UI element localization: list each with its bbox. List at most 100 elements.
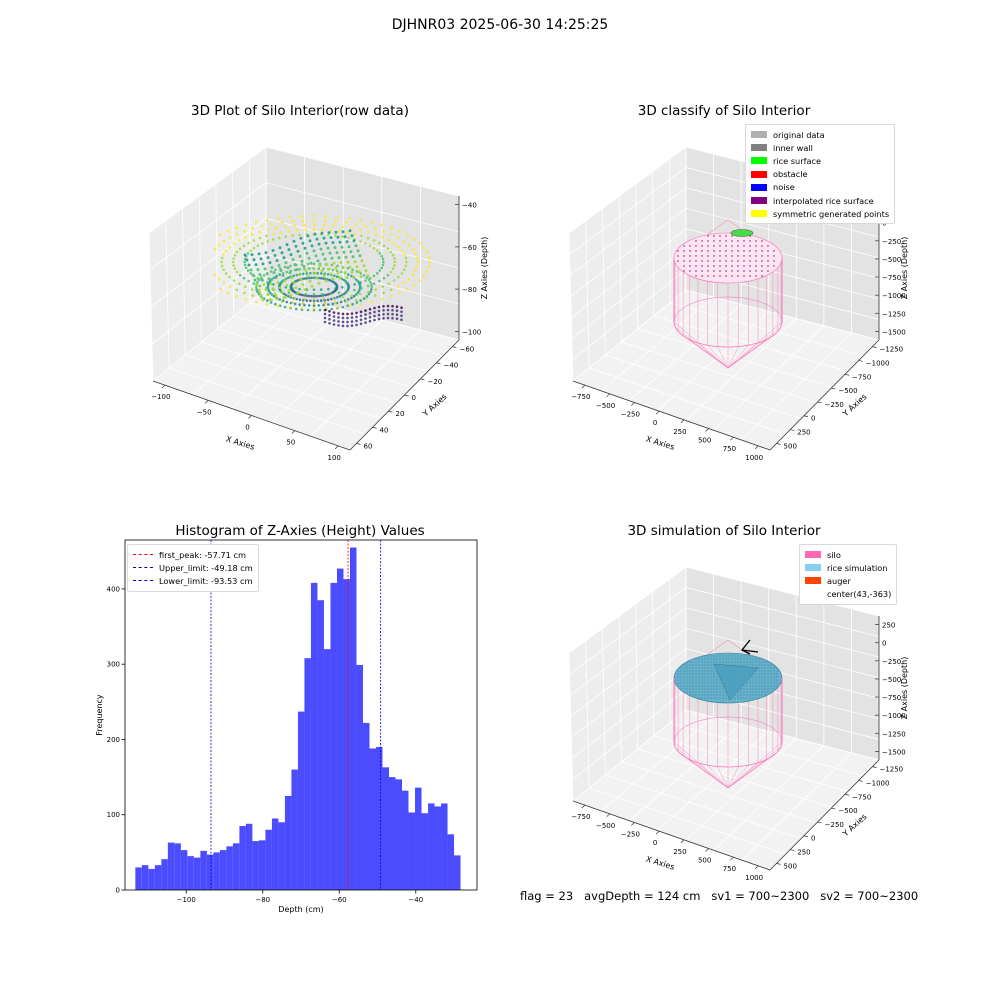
histogram-bar — [310, 582, 318, 890]
x-tick-label: 100 — [327, 454, 340, 462]
x-tick — [754, 445, 759, 450]
legend-swatch — [751, 144, 767, 152]
data-point — [317, 242, 321, 246]
data-point — [341, 305, 345, 309]
data-point — [386, 247, 390, 251]
data-point — [390, 226, 393, 229]
data-point — [312, 223, 316, 227]
data-point — [266, 299, 269, 302]
data-point — [312, 306, 316, 310]
data-point — [367, 290, 370, 294]
z-axis-label: Z Axies (Depth) — [900, 237, 909, 300]
data-point — [350, 296, 353, 300]
data-point — [360, 259, 364, 263]
data-point — [224, 272, 228, 275]
data-point — [277, 264, 281, 267]
data-point — [235, 288, 239, 292]
data-point — [279, 231, 283, 234]
data-point — [360, 234, 363, 238]
data-point — [250, 288, 254, 291]
data-point — [382, 317, 385, 320]
data-point — [395, 305, 399, 309]
data-point — [719, 270, 721, 272]
data-point — [222, 239, 226, 243]
data-point — [286, 266, 290, 270]
data-point — [281, 274, 285, 277]
data-point — [350, 234, 354, 238]
status-footer: flag = 23 avgDepth = 124 cm sv1 = 700~23… — [520, 889, 919, 903]
data-point — [310, 244, 314, 248]
legend-item: interpolated rice surface — [751, 194, 889, 207]
data-point — [339, 300, 343, 304]
data-point — [683, 265, 685, 267]
silo-wireframe — [673, 219, 783, 369]
data-point — [244, 298, 248, 301]
histogram-bar — [148, 868, 155, 890]
data-point — [264, 288, 268, 292]
data-point — [337, 291, 341, 295]
z-tick-label: −250 — [882, 238, 901, 246]
pane-floor — [573, 710, 879, 870]
grid-line — [637, 328, 833, 388]
histogram-bar — [239, 826, 246, 890]
data-point — [323, 308, 327, 312]
data-point — [315, 276, 319, 280]
y-tick — [776, 863, 781, 865]
data-point — [357, 289, 361, 293]
data-point — [689, 255, 691, 257]
data-point — [331, 302, 335, 306]
silo-cone-line — [674, 326, 729, 369]
data-point — [270, 293, 274, 296]
data-point — [377, 317, 381, 321]
grid-line — [635, 603, 638, 750]
pane-back-left — [569, 147, 686, 381]
grid-line — [569, 586, 880, 675]
data-point — [380, 223, 384, 226]
data-point — [773, 250, 775, 252]
data-point — [725, 250, 727, 252]
data-point — [761, 270, 763, 272]
x-tick — [705, 428, 709, 432]
data-point — [347, 236, 350, 240]
data-point — [416, 260, 420, 264]
data-point — [322, 274, 326, 278]
rice-surface-ring — [673, 232, 783, 284]
data-point — [321, 252, 325, 256]
data-point — [335, 296, 339, 299]
data-point — [378, 269, 382, 272]
data-point — [381, 263, 385, 267]
data-point — [359, 310, 363, 314]
data-point — [707, 260, 709, 262]
histogram-bar — [369, 748, 376, 890]
data-point — [346, 320, 349, 324]
grid-line — [571, 648, 880, 738]
data-point — [351, 255, 355, 259]
data-point — [391, 304, 394, 308]
histogram-bar — [304, 658, 311, 890]
data-point — [767, 270, 769, 272]
y-tick — [817, 821, 822, 824]
data-point — [427, 265, 431, 269]
data-point — [404, 264, 408, 268]
x-tick — [161, 384, 166, 389]
data-point — [310, 294, 313, 298]
data-point — [707, 275, 709, 277]
data-point — [378, 279, 381, 283]
silo-cone-line — [717, 766, 729, 789]
data-point — [280, 251, 284, 255]
histogram-bar — [291, 769, 298, 890]
grid-line — [600, 296, 714, 392]
data-point — [330, 263, 334, 267]
legend-swatch — [805, 577, 821, 585]
data-point — [250, 253, 254, 257]
z-tick-label: −500 — [882, 676, 901, 684]
data-point — [338, 240, 342, 244]
data-point — [382, 313, 385, 316]
data-point — [279, 269, 283, 272]
x-tick-label: 250 — [673, 428, 686, 436]
data-point — [318, 308, 322, 312]
data-point — [749, 245, 751, 247]
grid-line — [657, 731, 769, 831]
grid-line — [572, 709, 880, 802]
legend-swatch — [805, 564, 821, 572]
